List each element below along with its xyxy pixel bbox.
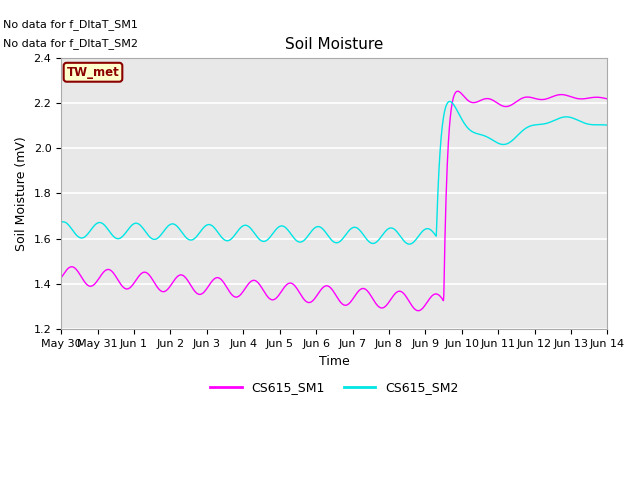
CS615_SM1 (240, 288, 248, 293)
CS615_SM2 (604, 122, 611, 128)
CS615_SM2 (166, 222, 173, 228)
Text: TW_met: TW_met (67, 66, 120, 79)
CS615_SM1 (492, 99, 499, 105)
Text: No data for f_DltaT_SM2: No data for f_DltaT_SM2 (3, 38, 138, 49)
CS615_SM2 (240, 223, 248, 228)
CS615_SM1 (179, 272, 186, 278)
Title: Soil Moisture: Soil Moisture (285, 37, 383, 52)
CS615_SM2 (58, 219, 65, 225)
X-axis label: Time: Time (319, 355, 349, 368)
CS615_SM1 (58, 275, 65, 281)
CS615_SM2 (492, 139, 499, 144)
Y-axis label: Soil Moisture (mV): Soil Moisture (mV) (15, 136, 28, 251)
CS615_SM1 (604, 96, 611, 102)
Text: No data for f_DltaT_SM1: No data for f_DltaT_SM1 (3, 19, 138, 30)
CS615_SM2 (446, 98, 454, 104)
CS615_SM2 (419, 228, 427, 233)
CS615_SM1 (166, 285, 173, 290)
Line: CS615_SM2: CS615_SM2 (61, 101, 607, 244)
Line: CS615_SM1: CS615_SM1 (61, 91, 607, 311)
CS615_SM1 (415, 308, 422, 313)
CS615_SM2 (405, 241, 413, 247)
CS615_SM1 (454, 88, 461, 94)
CS615_SM1 (540, 96, 547, 102)
Legend: CS615_SM1, CS615_SM2: CS615_SM1, CS615_SM2 (205, 376, 463, 399)
CS615_SM2 (179, 230, 186, 236)
CS615_SM1 (419, 305, 427, 311)
CS615_SM2 (540, 121, 547, 127)
